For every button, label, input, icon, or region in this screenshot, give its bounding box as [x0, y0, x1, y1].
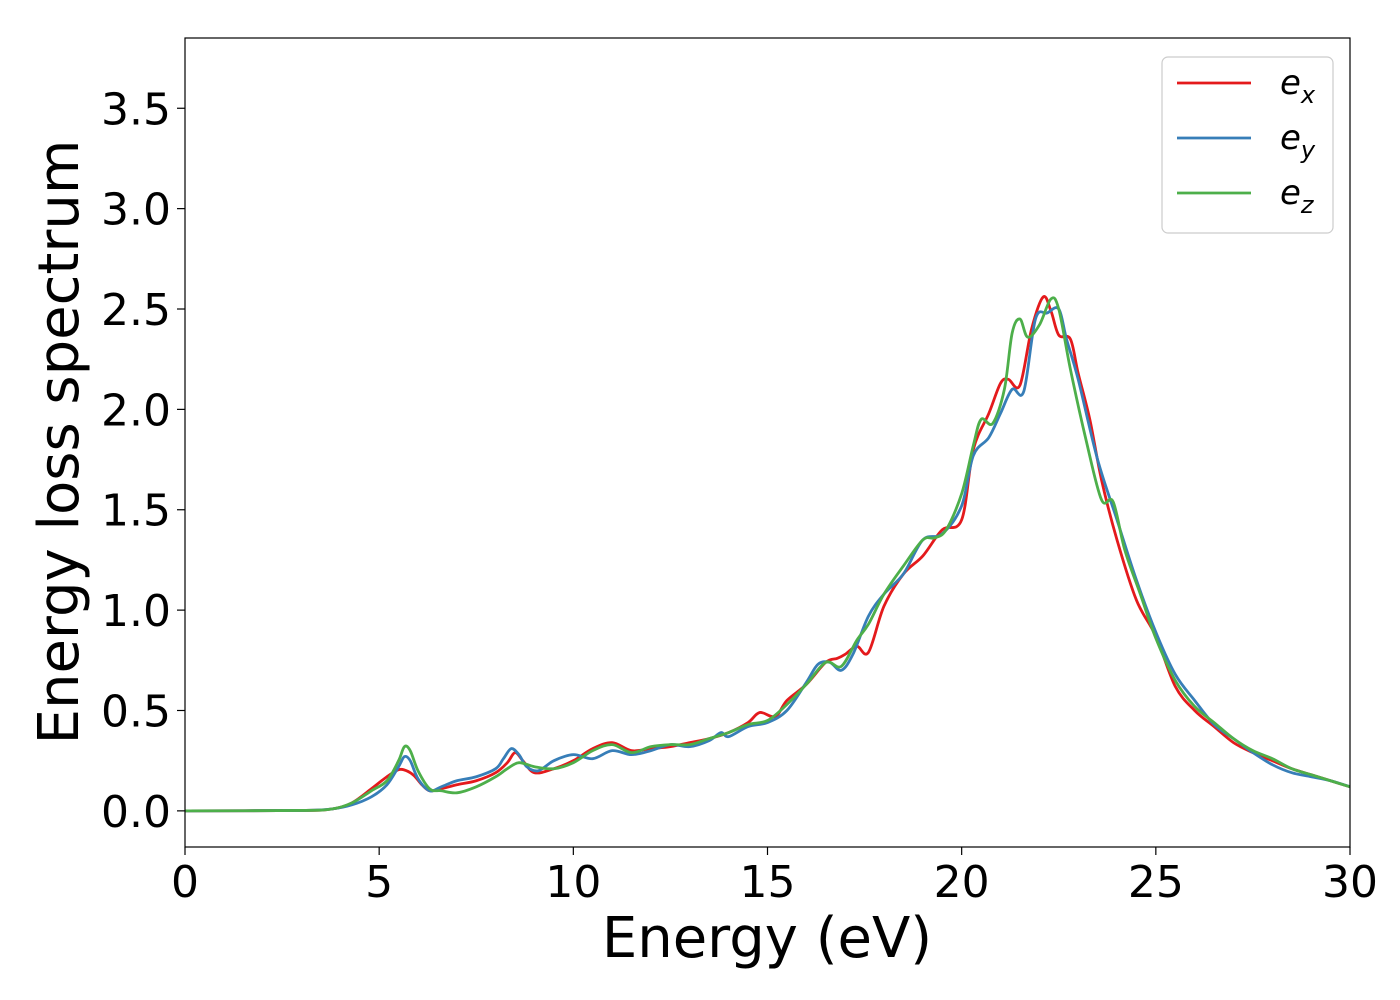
x-tick-label: 30: [1322, 857, 1378, 908]
x-axis: 0 5 10 15 20 25 30: [171, 847, 1378, 908]
x-tick-label: 0: [171, 857, 199, 908]
legend-label-y: ey: [1280, 118, 1316, 164]
x-tick-label: 10: [545, 857, 601, 908]
legend-label-base: e: [1280, 63, 1301, 103]
x-tick-label: 20: [934, 857, 990, 908]
series-line-z: [184, 296, 1351, 813]
x-tick-label: 5: [365, 857, 393, 908]
y-tick-label: 0.5: [101, 686, 171, 737]
series-layer: [184, 295, 1351, 813]
legend-frame: [1161, 56, 1334, 234]
x-tick-label: 15: [740, 857, 796, 908]
y-tick-label: 2.5: [101, 285, 171, 336]
x-tick-label: 25: [1128, 857, 1184, 908]
legend-label-subscript: y: [1300, 136, 1316, 164]
legend-label-subscript: z: [1300, 191, 1315, 219]
y-axis: 0.0 0.5 1.0 1.5 2.0 2.5 3.0 3.5: [101, 84, 185, 838]
x-axis-title: Energy (eV): [602, 906, 932, 971]
y-tick-label: 3.0: [101, 185, 171, 236]
legend-label-subscript: x: [1300, 81, 1316, 109]
legend-label-x: ex: [1280, 63, 1316, 109]
y-tick-label: 2.0: [101, 385, 171, 436]
y-axis-title: Energy loss spectrum: [27, 140, 92, 745]
y-tick-label: 0.0: [101, 787, 171, 838]
legend-label-base: e: [1280, 118, 1301, 158]
y-tick-label: 1.5: [101, 486, 171, 537]
legend-label-base: e: [1280, 173, 1301, 213]
y-tick-label: 1.0: [101, 586, 171, 637]
legend-label-z: ez: [1280, 173, 1315, 219]
series-line-x: [184, 295, 1351, 813]
series-line-y: [184, 306, 1351, 813]
y-tick-label: 3.5: [101, 84, 171, 135]
